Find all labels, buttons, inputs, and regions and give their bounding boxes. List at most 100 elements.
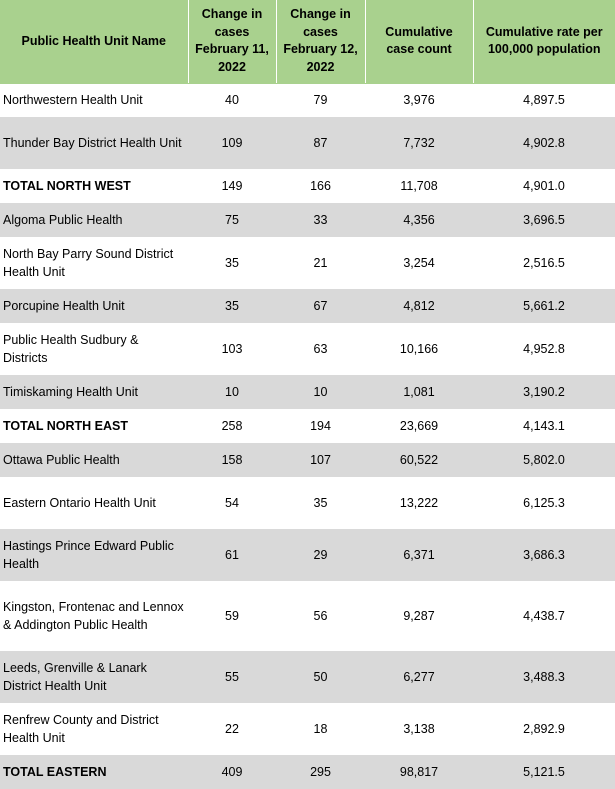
cell-unit-name: Northwestern Health Unit (3, 93, 143, 108)
cell-change-feb-12: 295 (276, 755, 365, 789)
cell-cumulative-count: 10,166 (399, 342, 439, 356)
cell-change-feb-12: 21 (313, 256, 328, 270)
table-row: Leeds, Grenville & Lanark District Healt… (0, 651, 615, 703)
table-header: Public Health Unit Name Change in cases … (0, 0, 615, 84)
cell-change-feb-11: 54 (225, 496, 239, 510)
header-cumulative-rate: Cumulative rate per 100,000 population (473, 0, 615, 84)
table-row: North Bay Parry Sound District Health Un… (0, 237, 615, 289)
header-cumulative-count: Cumulative case count (365, 0, 474, 84)
cell-change-feb-12: 79 (313, 93, 328, 108)
table-row: Public Health Sudbury & Districts 103 63… (0, 323, 615, 375)
cell-change-feb-11: 40 (225, 93, 239, 108)
cell-change-feb-11: 22 (225, 722, 239, 736)
cell-change-feb-11: 149 (221, 179, 243, 193)
cell-cumulative-count: 6,371 (365, 529, 473, 581)
cell-cumulative-count: 98,817 (365, 755, 473, 789)
table-row: Thunder Bay District Health Unit 109 87 … (0, 117, 615, 169)
header-row: Public Health Unit Name Change in cases … (0, 0, 615, 84)
cell-unit-name: Algoma Public Health (0, 203, 188, 237)
header-unit-name: Public Health Unit Name (0, 0, 189, 84)
cell-cumulative-rate: 4,901.0 (523, 179, 565, 193)
cell-change-feb-12: 194 (310, 419, 331, 433)
cell-cumulative-count: 1,081 (365, 375, 473, 409)
cell-unit-name: TOTAL NORTH EAST (3, 419, 128, 433)
table-row: Northwestern Health Unit 40 79 3,976 4,8… (0, 83, 615, 117)
cell-cumulative-count: 6,277 (365, 651, 473, 703)
cell-cumulative-count: 4,812 (365, 289, 473, 323)
cell-cumulative-rate: 4,143.1 (523, 419, 565, 433)
cell-cumulative-rate: 4,902.8 (473, 117, 615, 169)
table-row: Kingston, Frontenac and Lennox & Addingt… (0, 581, 615, 651)
table-row: Timiskaming Health Unit 10 10 1,081 3,19… (0, 375, 615, 409)
cell-change-feb-12: 35 (313, 496, 328, 510)
cell-cumulative-rate: 3,190.2 (473, 375, 615, 409)
cell-cumulative-rate: 5,661.2 (473, 289, 615, 323)
cell-cumulative-rate: 5,121.5 (473, 755, 615, 789)
cell-change-feb-12: 166 (310, 179, 331, 193)
table-row-total: TOTAL EASTERN 409 295 98,817 5,121.5 (0, 755, 615, 789)
table-row: Renfrew County and District Health Unit … (0, 703, 615, 755)
cell-cumulative-count: 60,522 (365, 443, 473, 477)
cell-cumulative-count: 23,669 (399, 419, 439, 433)
cell-change-feb-11: 158 (188, 443, 276, 477)
cell-change-feb-11: 61 (188, 529, 276, 581)
cell-cumulative-rate: 4,438.7 (523, 609, 565, 623)
cell-cumulative-count: 3,976 (403, 93, 435, 108)
cell-cumulative-rate: 4,897.5 (523, 93, 565, 108)
cell-unit-name: TOTAL NORTH WEST (3, 179, 131, 193)
table-row: Ottawa Public Health 158 107 60,522 5,80… (0, 443, 615, 477)
cell-cumulative-rate: 2,892.9 (523, 722, 565, 736)
cell-unit-name: Timiskaming Health Unit (0, 375, 188, 409)
cell-unit-name: Leeds, Grenville & Lanark District Healt… (0, 651, 188, 703)
cell-change-feb-11: 55 (188, 651, 276, 703)
cell-cumulative-count: 9,287 (403, 609, 435, 623)
cell-change-feb-11: 258 (221, 419, 243, 433)
cell-change-feb-11: 10 (188, 375, 276, 409)
table-body: Northwestern Health Unit 40 79 3,976 4,8… (0, 83, 615, 789)
cell-unit-name: Porcupine Health Unit (0, 289, 188, 323)
cell-unit-name: North Bay Parry Sound District Health Un… (3, 247, 174, 279)
cell-unit-name: Hastings Prince Edward Public Health (0, 529, 188, 581)
cell-unit-name: TOTAL EASTERN (0, 755, 188, 789)
table-row-total: TOTAL NORTH WEST 149 166 11,708 4,901.0 (0, 169, 615, 203)
cell-cumulative-count: 3,254 (403, 256, 435, 270)
cell-change-feb-12: 63 (313, 342, 328, 356)
cell-cumulative-rate: 3,686.3 (473, 529, 615, 581)
cell-change-feb-12: 33 (276, 203, 365, 237)
cell-unit-name: Public Health Sudbury & Districts (3, 333, 139, 365)
cell-change-feb-12: 18 (313, 722, 328, 736)
header-change-feb-11: Change in cases February 11, 2022 (188, 0, 277, 84)
cell-cumulative-count: 3,138 (403, 722, 435, 736)
table-row: Hastings Prince Edward Public Health 61 … (0, 529, 615, 581)
cell-change-feb-11: 59 (225, 609, 239, 623)
cell-cumulative-count: 7,732 (365, 117, 473, 169)
cell-cumulative-rate: 2,516.5 (523, 256, 565, 270)
cell-unit-name: Renfrew County and District Health Unit (3, 713, 159, 745)
cell-change-feb-12: 67 (276, 289, 365, 323)
cell-cumulative-count: 11,708 (400, 179, 438, 193)
cell-change-feb-11: 103 (221, 342, 243, 356)
cell-change-feb-11: 35 (225, 256, 239, 270)
cell-change-feb-11: 409 (188, 755, 276, 789)
table-row: Porcupine Health Unit 35 67 4,812 5,661.… (0, 289, 615, 323)
table-row: Algoma Public Health 75 33 4,356 3,696.5 (0, 203, 615, 237)
cell-cumulative-count: 4,356 (365, 203, 473, 237)
cell-change-feb-11: 75 (188, 203, 276, 237)
cell-change-feb-12: 10 (276, 375, 365, 409)
cell-cumulative-rate: 6,125.3 (523, 496, 565, 510)
table-row: Eastern Ontario Health Unit 54 35 13,222… (0, 477, 615, 529)
cell-unit-name: Ottawa Public Health (0, 443, 188, 477)
cell-cumulative-rate: 4,952.8 (523, 342, 565, 356)
cell-change-feb-12: 87 (276, 117, 365, 169)
header-change-feb-12: Change in cases February 12, 2022 (276, 0, 366, 84)
cell-cumulative-count: 13,222 (399, 496, 439, 510)
cell-cumulative-rate: 5,802.0 (473, 443, 615, 477)
cell-change-feb-12: 56 (313, 609, 328, 623)
cell-unit-name: Eastern Ontario Health Unit (3, 496, 156, 510)
table-row-total: TOTAL NORTH EAST 258 194 23,669 4,143.1 (0, 409, 615, 443)
cell-cumulative-rate: 3,488.3 (473, 651, 615, 703)
cell-change-feb-11: 35 (188, 289, 276, 323)
cell-unit-name: Kingston, Frontenac and Lennox & Addingt… (3, 600, 184, 632)
cell-change-feb-12: 29 (276, 529, 365, 581)
